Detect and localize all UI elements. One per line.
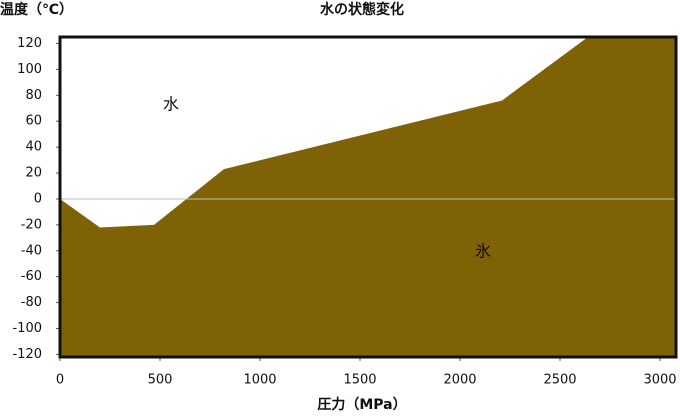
x-tick-label: 2500 (543, 373, 576, 388)
y-tick-label: 120 (17, 36, 42, 51)
y-tick-label: 40 (25, 140, 42, 155)
y-tick-label: -40 (21, 243, 42, 258)
y-tick-label: 100 (17, 62, 42, 77)
x-tick-label: 2000 (443, 373, 476, 388)
x-tick-label: 0 (56, 373, 64, 388)
y-tick-label: 20 (25, 166, 42, 181)
x-tick-label: 1000 (243, 373, 276, 388)
y-tick-label: -100 (12, 321, 42, 336)
y-tick-label: -60 (21, 269, 42, 284)
area (60, 37, 676, 357)
x-axis-label: 圧力（MPa） (317, 396, 406, 413)
plot-frame (58, 35, 678, 359)
y-tick-label: 0 (34, 191, 42, 206)
annotation: 水 (163, 95, 179, 114)
y-tick-label: 80 (25, 88, 42, 103)
x-tick-label: 1500 (343, 373, 376, 388)
annotation: 氷 (475, 242, 491, 261)
y-axis-label: 温度（℃） (0, 1, 73, 18)
y-tick-label: -120 (12, 347, 42, 362)
y-tick-label: -80 (21, 295, 42, 310)
x-tick-label: 3000 (643, 373, 676, 388)
chart-title: 水の状態変化 (320, 1, 404, 18)
y-tick-label: -20 (21, 217, 42, 232)
x-tick-label: 500 (148, 373, 173, 388)
y-tick-label: 60 (25, 114, 42, 129)
